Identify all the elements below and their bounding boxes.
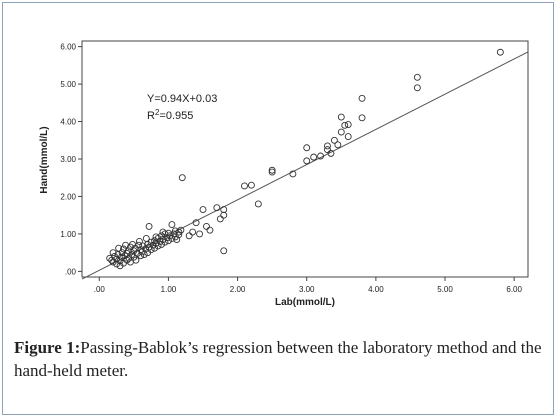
data-point — [151, 244, 159, 252]
data-point — [152, 233, 160, 241]
data-point — [196, 230, 204, 238]
x-tick-label: 3.00 — [299, 285, 315, 294]
data-point — [241, 182, 248, 190]
data-point — [129, 240, 136, 248]
data-point — [344, 133, 352, 140]
data-point — [120, 245, 127, 253]
data-point — [327, 149, 335, 157]
data-point — [337, 128, 345, 136]
data-point — [135, 237, 143, 245]
data-point — [268, 166, 276, 174]
data-point — [123, 256, 131, 264]
regression-equation: Y=0.94X+0.03 — [147, 93, 217, 105]
data-point — [109, 249, 117, 257]
data-point — [324, 142, 331, 150]
data-point — [124, 247, 132, 255]
data-point — [216, 215, 224, 223]
data-point — [185, 232, 193, 240]
data-point — [206, 226, 214, 234]
data-point — [413, 73, 421, 81]
data-point — [203, 222, 210, 230]
data-point — [177, 226, 185, 234]
data-point — [268, 168, 276, 176]
data-point — [334, 141, 342, 149]
data-point — [220, 247, 228, 255]
data-point — [330, 136, 338, 144]
data-point — [496, 48, 504, 56]
data-point — [310, 153, 318, 161]
x-tick-label: .00 — [94, 285, 106, 294]
data-point — [132, 256, 140, 264]
x-axis-label: Lab(mmol/L) — [275, 297, 335, 308]
x-tick-label: 5.00 — [437, 285, 453, 294]
data-point — [341, 121, 349, 129]
data-point — [175, 231, 183, 239]
y-tick-label: 5.00 — [60, 80, 76, 89]
data-point — [192, 219, 200, 227]
data-point — [247, 181, 255, 189]
scatter-chart: .00 1.00 2.00 3.00 4.00 5.00 6.00 .00 1.00 2.00 3… — [39, 40, 529, 308]
data-point — [117, 253, 125, 261]
data-point — [164, 237, 172, 245]
x-tick-label: 4.00 — [368, 285, 384, 294]
data-point — [358, 94, 366, 102]
data-point — [189, 228, 197, 236]
data-point — [159, 228, 167, 236]
data-point — [168, 221, 176, 229]
data-points — [106, 48, 504, 270]
data-point — [147, 246, 155, 254]
y-tick-label: 3.00 — [60, 155, 76, 164]
data-point — [303, 144, 311, 152]
data-point — [303, 157, 311, 165]
data-point — [106, 254, 114, 262]
y-axis-label: Hand(mmol/L) — [39, 126, 50, 193]
data-point — [154, 242, 162, 250]
x-tick-label: 2.00 — [230, 285, 246, 294]
data-point — [337, 113, 345, 121]
data-point — [413, 84, 421, 92]
y-axis-ticks: .00 1.00 2.00 3.00 4.00 5.00 6.00 — [60, 43, 82, 276]
plot-area — [81, 40, 529, 278]
data-point — [199, 206, 207, 214]
data-point — [254, 200, 262, 208]
figure-caption: Figure 1:Passing-Bablok’s regression bet… — [14, 336, 549, 382]
data-point — [168, 234, 176, 242]
data-point — [145, 222, 153, 230]
data-point — [142, 234, 150, 242]
x-axis-ticks: .00 1.00 2.00 3.00 4.00 5.00 6.00 — [94, 277, 523, 294]
y-tick-label: 4.00 — [60, 118, 76, 127]
caption-text: Passing-Bablok’s regression between the … — [14, 338, 542, 380]
data-point — [133, 249, 141, 257]
data-point — [158, 240, 165, 248]
data-point — [175, 228, 183, 236]
data-point — [115, 244, 123, 252]
data-point — [289, 170, 297, 178]
data-point — [213, 204, 221, 212]
data-point — [317, 152, 325, 160]
x-tick-label: 1.00 — [161, 285, 177, 294]
y-tick-label: .00 — [65, 267, 77, 276]
data-point — [178, 174, 186, 182]
y-tick-label: 1.00 — [60, 230, 76, 239]
data-point — [116, 257, 124, 265]
data-point — [344, 121, 352, 128]
data-point — [324, 146, 331, 154]
y-tick-label: 2.00 — [60, 192, 76, 201]
y-tick-label: 6.00 — [60, 43, 76, 52]
r-squared-label: R2=0.955 — [147, 108, 193, 122]
data-point — [113, 255, 121, 263]
data-point — [161, 238, 169, 246]
data-point — [358, 114, 366, 122]
x-tick-label: 6.00 — [506, 285, 522, 294]
data-point — [122, 241, 130, 249]
caption-label: Figure 1: — [14, 338, 81, 357]
data-point — [220, 206, 228, 214]
data-point — [161, 230, 169, 238]
